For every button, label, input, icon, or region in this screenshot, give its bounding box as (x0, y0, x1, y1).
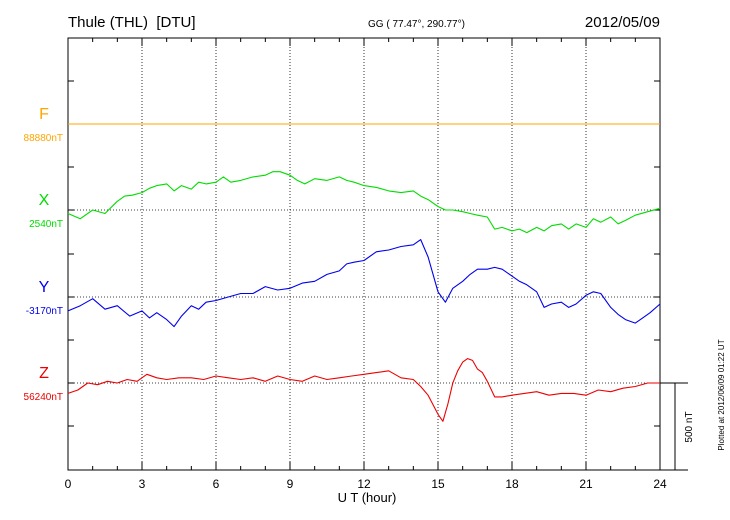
series-lines (67, 123, 661, 422)
series-name-z: Z (39, 365, 49, 382)
series-name-y: Y (39, 279, 50, 296)
series-name-x: X (39, 192, 50, 209)
x-tick-label: 21 (579, 477, 593, 491)
x-tick-label: 12 (357, 477, 371, 491)
plotted-timestamp: Plotted at 2012/06/09 01:22 UT (717, 339, 726, 450)
series-line-y (67, 239, 661, 328)
grid-lines (141, 38, 587, 470)
series-baseline-z: 56240nT (24, 392, 63, 403)
x-tick-label: 0 (65, 477, 72, 491)
scale-bar: 500 nT (660, 382, 695, 471)
x-tick-labels: 0 3 6 9 12 15 18 21 24 (65, 477, 667, 491)
x-tick-label: 18 (505, 477, 519, 491)
x-tick-label: 15 (431, 477, 445, 491)
x-tick-label: 3 (139, 477, 146, 491)
date-label: 2012/05/09 (585, 14, 660, 31)
station-title: Thule (THL) [DTU] (68, 14, 196, 31)
series-name-f: F (39, 106, 49, 123)
series-baseline-f: 88880nT (24, 133, 63, 144)
x-tick-label: 9 (287, 477, 294, 491)
series-baseline-y: -3170nT (26, 306, 63, 317)
x-tick-label: 24 (653, 477, 667, 491)
x-axis-label: U T (hour) (338, 490, 397, 505)
series-line-z (67, 358, 660, 422)
series-line-x (67, 171, 661, 234)
coordinates-label: GG ( 77.47°, 290.77°) (368, 19, 465, 30)
scale-bar-label: 500 nT (684, 411, 695, 442)
series-baseline-x: 2540nT (29, 219, 63, 230)
x-tick-label: 6 (213, 477, 220, 491)
series-labels: F 88880nT X 2540nT Y -3170nT Z 56240nT (24, 106, 63, 403)
